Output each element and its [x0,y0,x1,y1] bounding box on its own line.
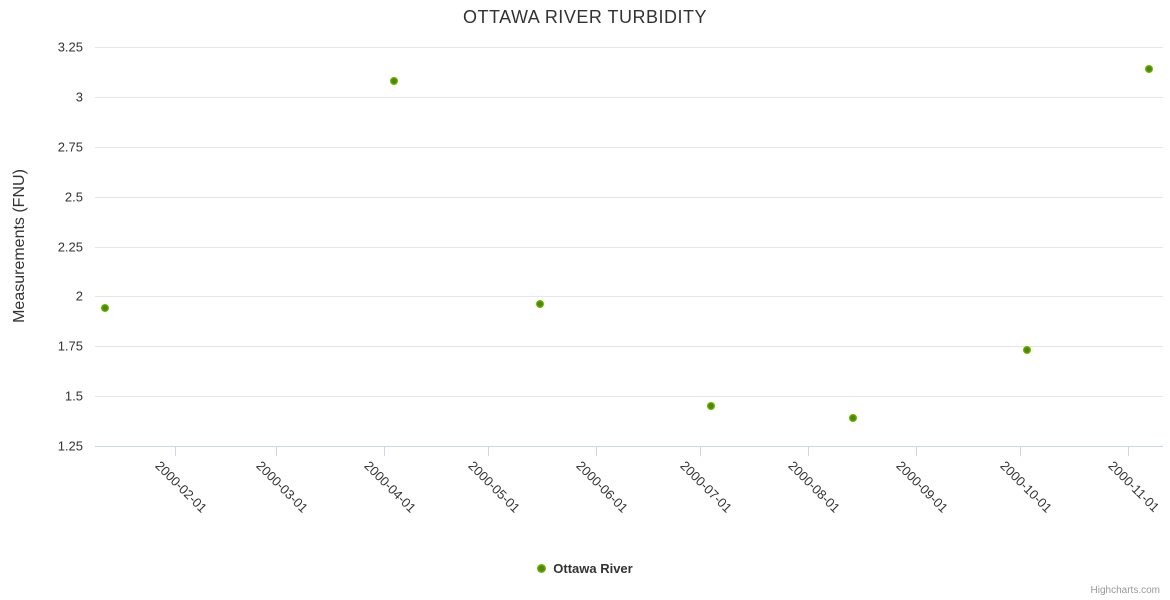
gridline [95,346,1163,348]
y-axis-label: 1.5 [64,388,83,404]
x-axis-tick [488,446,490,456]
x-axis-label: 2000-08-01 [785,458,844,516]
x-axis-tick [595,446,597,456]
data-point[interactable] [390,76,399,85]
legend-marker-icon [537,564,547,573]
x-axis-tick [808,446,810,456]
data-point[interactable] [849,414,858,423]
x-axis-tick [1128,446,1130,456]
data-point[interactable] [101,304,110,313]
y-axis-label: 2.5 [64,189,83,205]
y-axis-label: 2 [75,288,83,304]
gridline [95,396,1163,398]
x-axis-label: 2000-07-01 [677,458,736,516]
y-axis-label: 1.25 [57,438,83,454]
x-axis-label: 2000-06-01 [573,458,631,516]
x-axis-tick [1020,446,1022,456]
x-axis-label: 2000-09-01 [893,458,952,516]
gridline [95,246,1163,248]
y-axis-label: 2.75 [57,139,83,155]
gridline [95,146,1163,148]
data-point[interactable] [1023,346,1032,355]
x-axis-tick [275,446,277,456]
data-point[interactable] [1145,64,1154,73]
credits-link[interactable]: Highcharts.com [1090,585,1160,596]
y-axis-label: 2.25 [57,239,83,254]
x-axis-tick [700,446,702,456]
x-axis-label: 2000-10-01 [997,458,1056,516]
gridline [95,96,1163,98]
legend-label: Ottawa River [553,561,633,576]
x-axis-tick [175,446,176,456]
gridline [95,296,1163,298]
x-axis-line [95,446,1163,447]
chart-title: OTTAWA RIVER TURBIDITY [462,7,707,27]
gridline [95,47,1163,48]
y-axis-label: 3.25 [57,39,83,55]
x-axis-tick [916,446,917,456]
x-axis-tick [383,446,385,456]
x-axis-label: 2000-03-01 [253,458,311,516]
data-point[interactable] [706,402,715,411]
y-axis-label: 1.75 [57,338,83,354]
data-point[interactable] [536,300,545,309]
x-axis-label: 2000-11-01 [1105,458,1163,515]
x-axis-label: 2000-05-01 [465,458,524,516]
legend-item-ottawa-river[interactable]: Ottawa River [0,561,1170,576]
x-axis-label: 2000-02-01 [152,458,211,516]
x-axis-label: 2000-04-01 [361,458,419,516]
gridline [95,196,1163,198]
y-axis-label: 3 [75,89,83,105]
